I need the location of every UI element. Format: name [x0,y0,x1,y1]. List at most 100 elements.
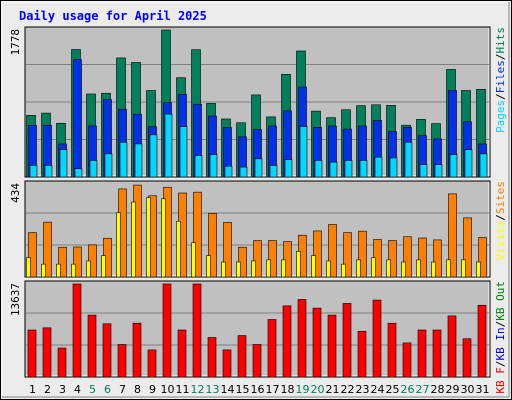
legend-item: Pages [494,100,507,133]
pages-bar-16 [254,158,263,178]
sites-bar-4 [73,246,82,278]
pages-bar-18 [284,159,293,178]
pages-bar-11 [179,126,188,178]
chart-title: Daily usage for April 2025 [19,9,207,23]
visits-bar-2 [41,263,46,278]
pages-bar-4 [74,168,83,178]
sites-bar-31 [478,237,487,278]
visits-bar-5 [86,260,91,278]
visits-bar-23 [356,259,361,278]
sites-bar-30 [463,217,472,278]
files-bar-4 [73,59,82,178]
pages-bar-22 [344,160,353,178]
pages-bar-25 [389,157,398,178]
sites-bar-17 [268,240,277,278]
day-label-7: 7 [119,383,126,396]
visits-bar-1 [26,257,31,278]
pages-bar-1 [29,165,38,178]
day-label-5: 5 [89,383,96,396]
pages-bar-31 [479,153,488,178]
kbf-bar-9 [147,349,157,378]
kbf-bar-17 [267,319,277,378]
pages-bar-14 [224,165,233,178]
visits-bar-27 [416,259,421,278]
legend-item: / [494,54,507,61]
visits-bar-10 [161,198,166,278]
visits-bar-20 [311,255,316,278]
kbf-bar-14 [222,349,232,378]
visits-bar-25 [386,259,391,278]
visits-bar-13 [206,255,211,278]
sites-bar-16 [253,240,262,278]
sites-bar-2 [43,221,52,278]
day-label-23: 23 [356,383,370,396]
visits-bar-8 [131,201,136,278]
kbf-bar-6 [102,323,112,378]
sites-bar-3 [58,246,67,278]
kbf-bar-2 [42,327,52,378]
visits-bar-4 [71,263,76,278]
day-label-4: 4 [74,383,81,396]
pages-bar-5 [89,160,98,178]
pages-bar-30 [464,149,473,178]
pages-bar-6 [104,153,113,178]
kbf-bar-11 [177,329,187,378]
sites-bar-12 [193,191,202,278]
legend-item: Files [494,60,507,93]
legend-visits-sites: Visits/Sites [494,181,507,261]
sites-bar-20 [313,230,322,278]
legend-item: / [494,214,507,221]
pages-bar-7 [119,141,128,178]
y-max-label: 13637 [9,283,22,316]
pages-bar-9 [149,134,158,178]
pages-bar-23 [359,160,368,178]
sites-bar-21 [328,224,337,278]
visits-bar-28 [431,261,436,278]
pages-bar-27 [419,164,428,178]
kbf-bar-22 [342,303,352,378]
legend-item: / [494,361,507,368]
legend-item: Hits [494,27,507,54]
pages-bar-2 [44,165,53,178]
day-label-13: 13 [206,383,220,396]
kbf-bar-26 [402,342,412,378]
day-label-12: 12 [191,383,205,396]
kbf-bar-31 [477,304,487,378]
pages-bar-21 [329,161,338,178]
day-label-3: 3 [59,383,66,396]
day-label-16: 16 [251,383,265,396]
day-label-1: 1 [29,383,36,396]
pages-bar-17 [269,165,278,178]
pages-bar-10 [164,113,173,178]
visits-bar-15 [236,261,241,278]
visits-bar-16 [251,260,256,278]
day-label-24: 24 [371,383,385,396]
day-label-28: 28 [431,383,445,396]
day-label-31: 31 [476,383,490,396]
sites-bar-22 [343,232,352,278]
day-axis-labels: 1 2 3 4 5 6 7 8 9 10 11 12 13 14 15 16 17 18 19 20 21 22 23 24 2… [29,383,490,396]
sites-bar-1 [28,232,37,278]
day-label-9: 9 [149,383,156,396]
kbf-bar-18 [282,305,292,378]
sites-bar-13 [208,213,217,278]
pages-bar-3 [59,149,68,178]
kbf-bar-12 [192,283,202,378]
panel-visits-sites: 434 Visits/Sites [9,180,507,278]
kbf-bar-3 [57,347,67,378]
visits-bar-22 [341,263,346,278]
legend-hits-files-pages: Pages/Files/Hits [494,27,507,133]
kbf-bar-23 [357,330,367,378]
pages-bar-15 [239,166,248,178]
visits-bar-18 [281,259,286,278]
kbf-bar-20 [312,307,322,378]
day-label-22: 22 [341,383,355,396]
day-label-19: 19 [296,383,310,396]
day-label-20: 20 [311,383,325,396]
visits-bar-24 [371,257,376,278]
visits-bar-14 [221,261,226,278]
pages-bar-13 [209,154,218,178]
day-label-6: 6 [104,383,111,396]
